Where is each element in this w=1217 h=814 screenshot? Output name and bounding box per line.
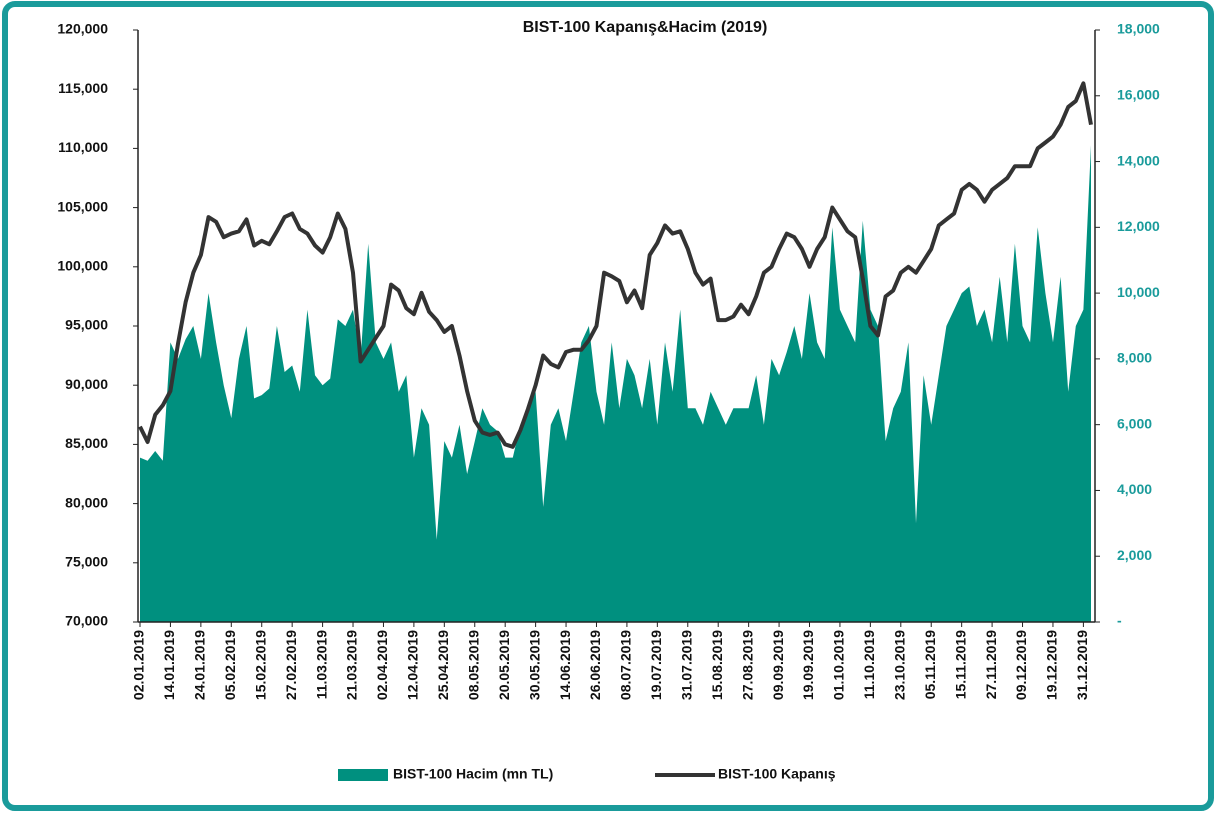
y-tick-label: 85,000 bbox=[65, 435, 108, 451]
y2-tick-label: 16,000 bbox=[1117, 86, 1160, 102]
y2-tick-label: 18,000 bbox=[1117, 21, 1160, 37]
x-tick-label: 08.05.2019 bbox=[465, 630, 481, 700]
x-tick-label: 15.02.2019 bbox=[252, 630, 268, 700]
volume-area bbox=[140, 145, 1091, 622]
x-tick-label: 27.11.2019 bbox=[983, 630, 999, 700]
x-tick-label: 09.09.2019 bbox=[770, 630, 786, 700]
y-tick-label: 95,000 bbox=[65, 317, 108, 333]
x-tick-label: 25.04.2019 bbox=[435, 630, 451, 700]
x-tick-label: 31.07.2019 bbox=[678, 630, 694, 700]
y-tick-label: 105,000 bbox=[57, 198, 108, 214]
legend-label: BIST-100 Kapanış bbox=[718, 766, 836, 782]
x-tick-label: 11.03.2019 bbox=[313, 630, 329, 700]
x-tick-label: 02.01.2019 bbox=[131, 630, 147, 700]
y2-tick-label: 10,000 bbox=[1117, 284, 1160, 300]
x-tick-label: 05.02.2019 bbox=[222, 630, 238, 700]
y-tick-label: 90,000 bbox=[65, 376, 108, 392]
chart-title: BIST-100 Kapanış&Hacim (2019) bbox=[523, 19, 768, 36]
x-tick-label: 09.12.2019 bbox=[1013, 630, 1029, 700]
y-tick-label: 70,000 bbox=[65, 613, 108, 629]
y2-tick-label: 6,000 bbox=[1117, 415, 1152, 431]
x-tick-label: 19.07.2019 bbox=[648, 630, 664, 700]
y2-tick-label: 4,000 bbox=[1117, 481, 1152, 497]
y2-tick-label: 14,000 bbox=[1117, 152, 1160, 168]
x-tick-label: 27.02.2019 bbox=[283, 630, 299, 700]
y-tick-label: 75,000 bbox=[65, 554, 108, 570]
y2-tick-label: 2,000 bbox=[1117, 547, 1152, 563]
y-tick-label: 110,000 bbox=[58, 139, 108, 155]
y2-tick-label: 8,000 bbox=[1117, 350, 1152, 366]
x-tick-label: 20.05.2019 bbox=[496, 630, 512, 700]
x-tick-label: 01.10.2019 bbox=[831, 630, 847, 700]
x-tick-label: 26.06.2019 bbox=[587, 630, 603, 700]
x-tick-label: 21.03.2019 bbox=[344, 630, 360, 700]
x-tick-label: 24.01.2019 bbox=[192, 630, 208, 700]
x-tick-label: 11.10.2019 bbox=[861, 630, 877, 700]
x-tick-label: 14.06.2019 bbox=[557, 630, 573, 700]
x-tick-label: 14.01.2019 bbox=[161, 630, 177, 700]
x-tick-label: 19.09.2019 bbox=[800, 630, 816, 700]
x-tick-label: 15.08.2019 bbox=[709, 630, 725, 700]
y2-tick-label: - bbox=[1117, 613, 1122, 629]
y-tick-label: 120,000 bbox=[57, 21, 108, 37]
x-tick-label: 05.11.2019 bbox=[922, 630, 938, 700]
legend-swatch bbox=[338, 769, 388, 781]
x-tick-label: 15.11.2019 bbox=[952, 630, 968, 700]
y-tick-label: 100,000 bbox=[57, 258, 108, 274]
x-tick-label: 02.04.2019 bbox=[374, 630, 390, 700]
y2-tick-label: 12,000 bbox=[1117, 218, 1160, 234]
x-tick-label: 27.08.2019 bbox=[739, 630, 755, 700]
legend-label: BIST-100 Hacim (mn TL) bbox=[393, 766, 553, 782]
x-tick-label: 30.05.2019 bbox=[526, 630, 542, 700]
x-tick-label: 19.12.2019 bbox=[1044, 630, 1060, 700]
y-tick-label: 115,000 bbox=[58, 80, 108, 96]
x-tick-label: 23.10.2019 bbox=[892, 630, 908, 700]
x-tick-label: 12.04.2019 bbox=[405, 630, 421, 700]
close-line bbox=[138, 81, 1093, 449]
x-tick-label: 08.07.2019 bbox=[618, 630, 634, 700]
x-tick-label: 31.12.2019 bbox=[1074, 630, 1090, 700]
y-tick-label: 80,000 bbox=[65, 494, 108, 510]
